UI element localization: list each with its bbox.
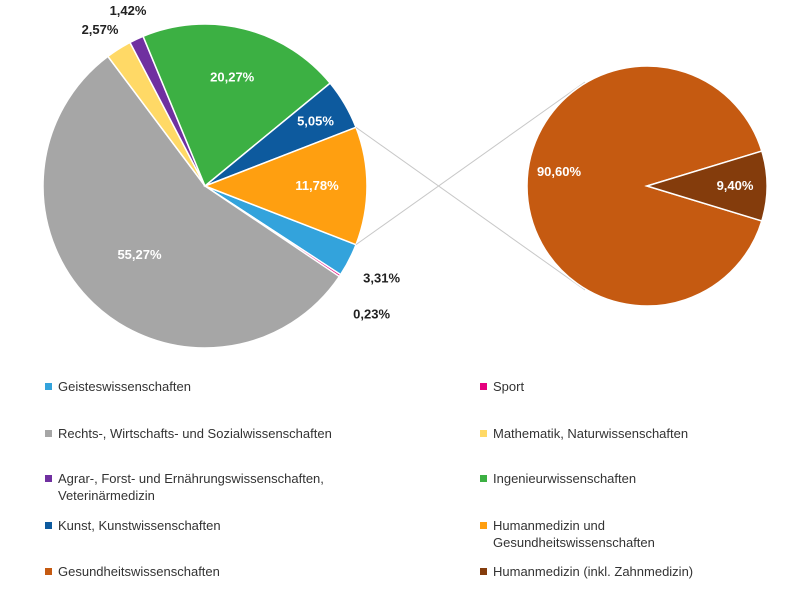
legend-label: Humanmedizin und Gesundheitswissenschaft… [493,518,655,550]
data-label-rechts-wirtschafts-und-sozialwissenschaften: 55,27% [117,247,162,262]
data-label-mathematik-naturwissenschaften: 2,57% [82,22,119,37]
pie-of-pie-chart: 3,31% 0,23% 55,27% 2,57% 1,42% 20,27% 5,05% 11,… [42,3,768,349]
secondary-label-humanmedizin-inkl-zahnmedizin: 9,40% [717,178,754,193]
connector-lines [355,81,586,291]
legend-swatch [45,568,52,575]
data-label-geisteswissenschaften: 3,31% [363,271,400,286]
legend-label: Rechts-, Wirtschafts- und Sozialwissensc… [58,426,332,441]
legend-swatch [45,522,52,529]
legend-label: Humanmedizin (inkl. Zahnmedizin) [493,564,694,579]
connector-line-bottom [355,126,586,291]
connector-line-top [355,81,586,246]
legend-item-ingenieurwissenschaften: Ingenieurwissenschaften [480,470,636,487]
legend-label: Sport [493,379,525,394]
legend-label: Geisteswissenschaften [58,379,191,394]
legend-label: Kunst, Kunstwissenschaften [58,518,221,533]
legend-swatch [45,383,52,390]
data-label-humanmedizin-und-gesundheitswissenschaften: 11,78% [295,178,339,193]
data-label-kunst-kunstwissenschaften: 5,05% [297,113,334,128]
legend-item-geisteswissenschaften: Geisteswissenschaften [45,378,191,395]
legend-item-humanmedizin-inkl-zahnmedizin: Humanmedizin (inkl. Zahnmedizin) [480,563,693,580]
legend-label: Ingenieurwissenschaften [493,471,637,486]
legend-item-kunst-kunstwissenschaften: Kunst, Kunstwissenschaften [45,517,221,534]
main-pie [42,23,368,349]
legend-swatch [480,568,487,575]
legend-swatch [480,430,487,437]
legend-swatch [480,475,487,482]
pie-slice-ingenieurwissenschaften [142,23,332,188]
legend-label: Gesundheitswissenschaften [58,564,220,579]
legend-swatch [480,522,487,529]
secondary-pie [526,65,768,307]
legend-swatch [45,475,52,482]
legend-item-rechts-wirtschafts-und-sozialwissenschaften: Rechts-, Wirtschafts- und Sozialwissensc… [45,425,332,442]
legend-swatch [45,430,52,437]
data-label-sport: 0,23% [353,307,390,322]
legend-label: Agrar-, Forst- und Ernährungswissenschaf… [58,471,324,503]
data-labels: 3,31% 0,23% 55,27% 2,57% 1,42% 20,27% 5,05% 11,… [82,3,754,322]
legend-item-humanmedizin-und-gesundheitswissenschaften: Humanmedizin und Gesundheitswissenschaft… [480,517,655,551]
secondary-label-gesundheitswissenschaften: 90,60% [537,164,582,179]
legend-label: Mathematik, Naturwissenschaften [493,426,689,441]
pie-slice-humanmedizin-und-gesundheitswissenschaften [202,126,368,246]
legend-item-agrar-forst-und-ernährungswissenschaften-veterinärmedizin: Agrar-, Forst- und Ernährungswissenschaf… [45,470,324,504]
data-label-agrar-forst-und-ernährungswissenschaften-veterinärmedizin: 1,42% [110,3,147,18]
data-label-ingenieurwissenschaften: 20,27% [210,69,255,84]
legend-item-sport: Sport [480,378,524,395]
legend-item-gesundheitswissenschaften: Gesundheitswissenschaften [45,563,220,580]
legend-swatch [480,383,487,390]
pie-slice-rechts-wirtschafts-und-sozialwissenschaften [42,55,341,349]
legend: Geisteswissenschaften Sport Rechts-, Wirts… [0,370,800,600]
secondary-slice-humanmedizin-inkl-zahnmedizin [644,150,768,222]
legend-item-mathematik-naturwissenschaften: Mathematik, Naturwissenschaften [480,425,688,442]
